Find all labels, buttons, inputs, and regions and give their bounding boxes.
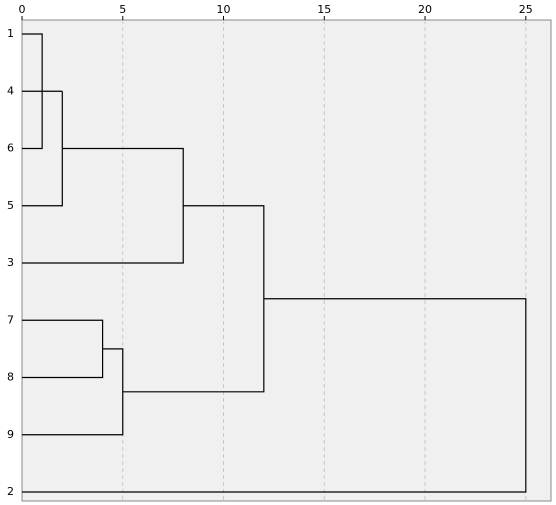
x-tick-label: 5 — [119, 3, 126, 16]
x-tick-label: 10 — [217, 3, 231, 16]
merge-link — [22, 298, 527, 493]
leaf-label: 4 — [7, 84, 14, 97]
leaf-label: 1 — [7, 27, 14, 40]
leaf-label: 6 — [7, 142, 14, 155]
leaf-label: 3 — [7, 256, 14, 269]
x-tick-label: 15 — [317, 3, 331, 16]
merge-link — [22, 147, 184, 264]
x-tick-label: 0 — [19, 3, 26, 16]
x-tick-label: 25 — [519, 3, 533, 16]
plot-area — [21, 19, 552, 502]
leaf-label: 5 — [7, 199, 14, 212]
leaf-label: 2 — [7, 485, 14, 498]
leaf-label: 8 — [7, 371, 14, 384]
merge-link — [22, 91, 63, 207]
x-tick-label: 20 — [418, 3, 432, 16]
leaf-label: 7 — [7, 313, 14, 326]
leaf-label: 9 — [7, 428, 14, 441]
